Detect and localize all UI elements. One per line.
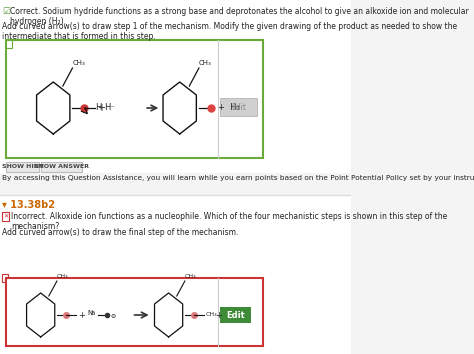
Text: Edit: Edit — [231, 103, 246, 112]
Bar — [6, 278, 263, 346]
Text: CH₃: CH₃ — [199, 60, 212, 66]
Bar — [6, 40, 263, 158]
Text: ⊖: ⊖ — [111, 314, 116, 320]
Bar — [2, 212, 9, 221]
Text: H: H — [95, 103, 101, 113]
Text: CH₃: CH₃ — [57, 274, 69, 279]
Text: +: + — [97, 103, 105, 113]
Text: +  H₂: + H₂ — [218, 103, 240, 113]
Text: Incorrect. Alkoxide ion functions as a nucleophile. Which of the four mechanisti: Incorrect. Alkoxide ion functions as a n… — [11, 212, 447, 232]
Text: SHOW HINT: SHOW HINT — [2, 165, 43, 170]
Text: SHOW ANSWER: SHOW ANSWER — [34, 165, 89, 170]
Text: +: + — [78, 310, 85, 320]
Text: ▾ 13.38b2: ▾ 13.38b2 — [2, 200, 55, 210]
Text: CH₃: CH₃ — [206, 313, 217, 318]
Bar — [41, 162, 82, 172]
Bar — [0, 195, 351, 354]
Bar — [6, 40, 12, 48]
Text: ✕: ✕ — [3, 214, 8, 219]
Text: Correct. Sodium hydride functions as a strong base and deprotonates the alcohol : Correct. Sodium hydride functions as a s… — [10, 7, 469, 27]
Text: CH₃: CH₃ — [185, 274, 197, 279]
Text: H⁻: H⁻ — [104, 103, 115, 113]
Bar — [2, 274, 8, 282]
Bar — [220, 98, 257, 116]
Text: Add curved arrow(s) to draw step 1 of the mechanism. Modify the given drawing of: Add curved arrow(s) to draw step 1 of th… — [2, 22, 457, 41]
Text: a: a — [91, 310, 95, 316]
Bar — [0, 0, 351, 173]
Text: Edit: Edit — [227, 310, 245, 320]
Bar — [223, 309, 231, 321]
Text: CH₃: CH₃ — [73, 60, 85, 66]
Text: +: + — [216, 310, 222, 320]
Text: N: N — [87, 310, 92, 316]
Text: Add curved arrow(s) to draw the final step of the mechanism.: Add curved arrow(s) to draw the final st… — [2, 228, 238, 237]
Bar — [220, 307, 251, 323]
Bar — [6, 162, 39, 172]
Text: ☑: ☑ — [2, 7, 10, 16]
Text: By accessing this Question Assistance, you will learn while you earn points base: By accessing this Question Assistance, y… — [2, 175, 474, 181]
